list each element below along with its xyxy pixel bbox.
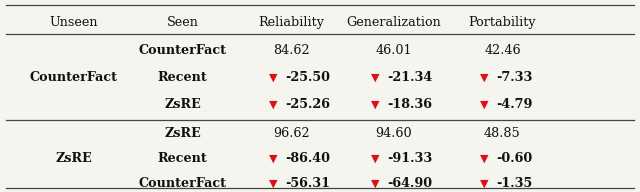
Text: -86.40: -86.40 <box>285 152 330 165</box>
Text: -91.33: -91.33 <box>387 152 433 165</box>
Text: Recent: Recent <box>157 71 207 84</box>
Text: ZsRE: ZsRE <box>164 98 201 111</box>
Text: -56.31: -56.31 <box>285 177 330 190</box>
Text: ▼: ▼ <box>269 153 278 163</box>
Text: ▼: ▼ <box>480 73 489 83</box>
Text: 42.46: 42.46 <box>484 44 521 57</box>
Text: -25.50: -25.50 <box>285 71 330 84</box>
Text: -18.36: -18.36 <box>387 98 432 111</box>
Text: -1.35: -1.35 <box>496 177 532 190</box>
Text: Seen: Seen <box>166 16 198 29</box>
Text: ▼: ▼ <box>371 100 380 110</box>
Text: Recent: Recent <box>157 152 207 165</box>
Text: ▼: ▼ <box>371 153 380 163</box>
Text: -0.60: -0.60 <box>496 152 532 165</box>
Text: Unseen: Unseen <box>49 16 98 29</box>
Text: ▼: ▼ <box>371 178 380 188</box>
Text: -25.26: -25.26 <box>285 98 330 111</box>
Text: -7.33: -7.33 <box>496 71 532 84</box>
Text: -21.34: -21.34 <box>387 71 433 84</box>
Text: ▼: ▼ <box>480 178 489 188</box>
Text: Generalization: Generalization <box>346 16 441 29</box>
Text: ▼: ▼ <box>371 73 380 83</box>
Text: -64.90: -64.90 <box>387 177 433 190</box>
Text: 84.62: 84.62 <box>273 44 310 57</box>
Text: 96.62: 96.62 <box>273 127 310 140</box>
Text: ▼: ▼ <box>269 73 278 83</box>
Text: 48.85: 48.85 <box>484 127 521 140</box>
Text: ZsRE: ZsRE <box>55 152 92 165</box>
Text: ▼: ▼ <box>269 100 278 110</box>
Text: ▼: ▼ <box>480 153 489 163</box>
Text: CounterFact: CounterFact <box>138 44 227 57</box>
Text: CounterFact: CounterFact <box>138 177 227 190</box>
Text: Reliability: Reliability <box>258 16 324 29</box>
Text: ZsRE: ZsRE <box>164 127 201 140</box>
Text: ▼: ▼ <box>269 178 278 188</box>
Text: ▼: ▼ <box>480 100 489 110</box>
Text: -4.79: -4.79 <box>496 98 532 111</box>
Text: CounterFact: CounterFact <box>29 71 118 84</box>
Text: 46.01: 46.01 <box>375 44 412 57</box>
Text: 94.60: 94.60 <box>375 127 412 140</box>
Text: Portability: Portability <box>468 16 536 29</box>
